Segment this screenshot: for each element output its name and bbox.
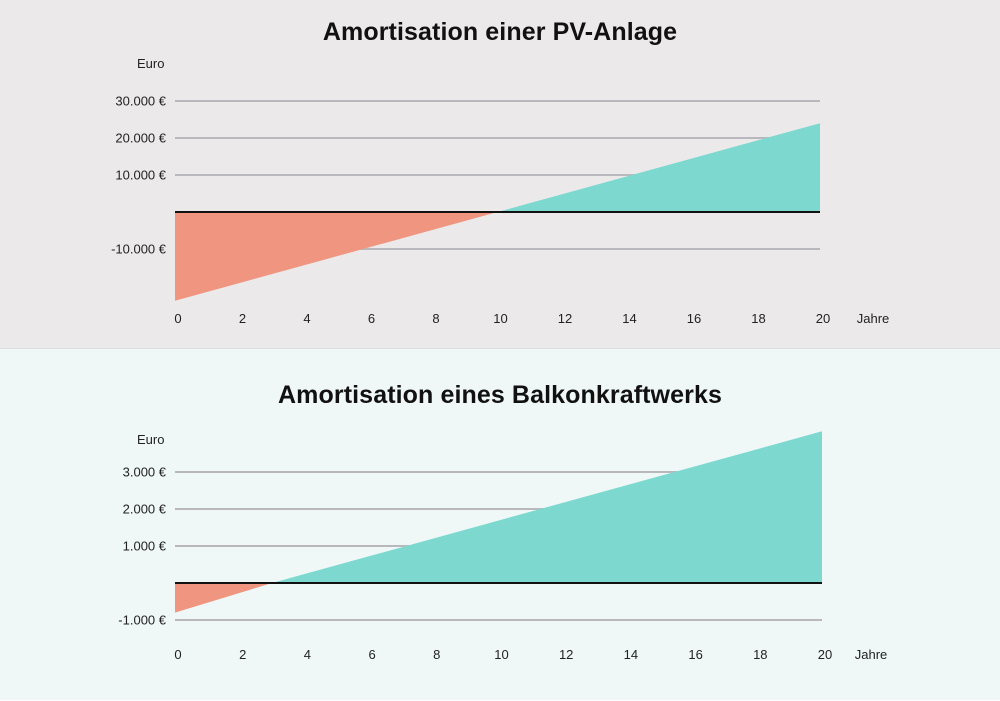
x-tick-label: 4: [304, 647, 311, 662]
y-axis-label: Euro: [137, 432, 164, 447]
chart-balkon: 3.000 € 2.000 € 1.000 € -1.000 € 0 2 4 6 8 10 12 14…: [118, 431, 888, 662]
x-axis-label: Jahre: [857, 311, 890, 326]
x-tick-label: 12: [559, 647, 573, 662]
x-tick-label: 2: [239, 311, 246, 326]
y-tick-label: -1.000 €: [118, 613, 166, 628]
x-tick-label: 16: [688, 647, 702, 662]
x-tick-label: 8: [433, 647, 440, 662]
x-tick-label: 18: [753, 647, 767, 662]
y-tick-label: 10.000 €: [115, 168, 166, 183]
x-tick-label: 8: [432, 311, 439, 326]
chart-title: Amortisation einer PV-Anlage: [322, 18, 678, 46]
x-tick-label: 12: [558, 311, 572, 326]
x-tick-label: 0: [174, 647, 181, 662]
x-tick-label: 4: [303, 311, 310, 326]
x-tick-label: 6: [368, 311, 375, 326]
x-tick-label: 6: [368, 647, 375, 662]
area-negative: [175, 583, 273, 613]
chart-pv: 30.000 € 20.000 € 10.000 € -10.000 € 0 2 4 6 8 10…: [111, 56, 890, 326]
x-tick-label: 20: [818, 647, 832, 662]
x-tick-label: 14: [622, 311, 636, 326]
y-tick-label: -10.000 €: [111, 242, 167, 257]
x-tick-label: 20: [816, 311, 830, 326]
x-tick-label: 2: [239, 647, 246, 662]
area-negative: [175, 212, 498, 301]
chart-panel-pv: Amortisation einer PV-Anlage 30.000 € 20.…: [0, 0, 1000, 348]
chart-panel-balkon: Amortisation eines Balkonkraftwerks 3.00…: [0, 348, 1000, 700]
area-positive: [272, 431, 822, 583]
y-tick-label: 30.000 €: [115, 94, 166, 109]
y-tick-label: 2.000 €: [123, 502, 167, 517]
chart-title: Amortisation eines Balkonkraftwerks: [278, 381, 722, 409]
y-tick-label: 20.000 €: [115, 131, 166, 146]
y-tick-label: 3.000 €: [123, 465, 167, 480]
y-tick-label: 1.000 €: [123, 539, 167, 554]
x-tick-label: 18: [751, 311, 765, 326]
x-tick-label: 14: [624, 647, 638, 662]
y-axis-label: Euro: [137, 56, 164, 71]
x-axis-label: Jahre: [855, 647, 888, 662]
x-tick-label: 10: [494, 647, 508, 662]
x-tick-label: 0: [174, 311, 181, 326]
x-tick-label: 10: [493, 311, 507, 326]
x-tick-label: 16: [687, 311, 701, 326]
area-positive: [497, 123, 820, 212]
